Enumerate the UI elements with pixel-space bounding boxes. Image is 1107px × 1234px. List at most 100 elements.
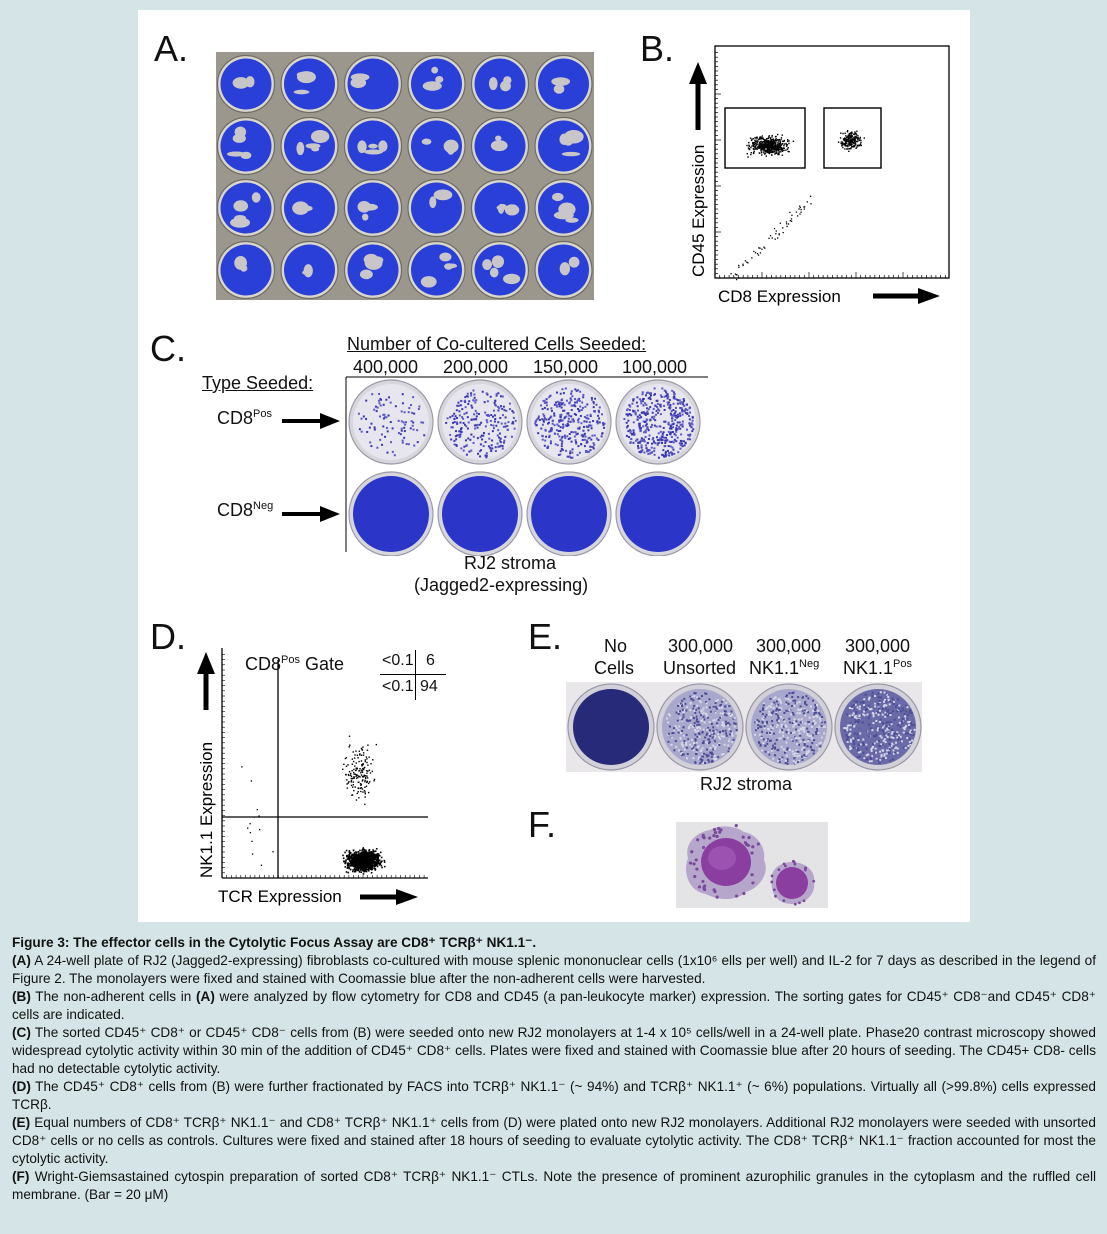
event-dot xyxy=(764,139,766,141)
event-dot xyxy=(350,780,353,782)
stain-speck xyxy=(791,732,794,735)
event-dot xyxy=(350,855,353,857)
event-dot xyxy=(344,851,346,854)
event-dot xyxy=(849,147,852,150)
event-dot xyxy=(860,141,862,144)
stain-speck xyxy=(878,701,881,704)
event-dot xyxy=(363,870,365,873)
stain-speck xyxy=(678,702,681,705)
event-dot xyxy=(844,132,846,134)
event-dot xyxy=(360,754,363,757)
stain-speck xyxy=(582,425,585,428)
event-dot xyxy=(360,864,363,867)
stain-speck xyxy=(664,455,667,458)
stain-speck xyxy=(727,724,730,727)
granule xyxy=(708,836,712,840)
stain-speck xyxy=(895,746,898,749)
event-dot xyxy=(358,770,360,772)
panel-c-header: Number of Co-cultered Cells Seeded: xyxy=(347,334,647,354)
stain-speck xyxy=(637,447,640,450)
event-dot xyxy=(359,776,361,778)
stain-speck xyxy=(453,443,456,446)
event-dot xyxy=(367,782,370,785)
stain-speck xyxy=(577,445,580,448)
stain-speck xyxy=(677,713,680,716)
stain-speck xyxy=(669,445,672,448)
event-dot xyxy=(853,144,856,147)
event-dot xyxy=(373,864,376,867)
event-dot xyxy=(850,147,852,149)
stain-speck xyxy=(492,427,495,430)
stain-speck xyxy=(475,412,478,415)
stain-speck xyxy=(774,742,777,745)
stain-speck xyxy=(653,393,656,396)
cleared-focus xyxy=(504,204,520,216)
panel-b-y-label: CD45 Expression xyxy=(689,145,708,277)
stain-speck xyxy=(701,755,704,758)
stain-speck xyxy=(848,706,851,709)
granule xyxy=(696,838,700,842)
stain-speck xyxy=(453,412,456,415)
stain-speck xyxy=(475,399,478,402)
stain-speck xyxy=(795,739,798,742)
stain-speck xyxy=(627,436,630,439)
stain-speck xyxy=(550,427,553,430)
stain-speck xyxy=(705,702,708,705)
stain-speck xyxy=(762,707,765,710)
stain-speck xyxy=(899,739,902,742)
stain-speck xyxy=(666,401,669,404)
stain-speck xyxy=(887,732,890,735)
stain-speck xyxy=(904,746,907,749)
stain-speck xyxy=(492,424,495,427)
event-dot xyxy=(751,257,753,259)
stain-speck xyxy=(653,453,656,456)
panel-d-x-label: TCR Expression xyxy=(218,887,342,906)
stain-speck xyxy=(674,406,677,409)
stain-speck xyxy=(694,692,697,695)
stain-speck xyxy=(888,703,891,706)
event-dot xyxy=(358,864,361,867)
stain-speck xyxy=(693,729,696,732)
stain-speck xyxy=(569,452,572,455)
stain-speck xyxy=(699,727,702,730)
stain-speck xyxy=(393,454,396,457)
stain-speck xyxy=(691,696,694,699)
event-dot xyxy=(361,748,363,751)
stain-speck xyxy=(463,412,466,415)
stain-speck xyxy=(808,721,811,724)
stain-speck xyxy=(595,437,598,440)
stain-speck xyxy=(695,718,698,721)
stain-speck xyxy=(789,721,792,724)
stain-speck xyxy=(672,423,675,426)
event-dot xyxy=(353,771,355,774)
event-dot xyxy=(789,211,791,214)
event-dot xyxy=(753,144,756,146)
stain-speck xyxy=(574,431,577,434)
stain-speck xyxy=(567,412,570,415)
stain-speck xyxy=(764,722,767,725)
stain-speck xyxy=(892,758,895,761)
stain-speck xyxy=(733,722,736,725)
panel-c-col-2: 200,000 xyxy=(443,357,509,377)
stain-speck xyxy=(897,707,900,710)
stain-speck xyxy=(713,719,716,722)
stain-speck xyxy=(629,405,632,408)
stain-speck xyxy=(467,437,470,440)
stain-speck xyxy=(494,418,497,421)
stain-speck xyxy=(674,397,677,400)
stain-speck xyxy=(772,710,775,713)
stain-speck xyxy=(546,408,549,411)
stain-speck xyxy=(571,451,574,454)
stain-speck xyxy=(667,395,670,398)
stain-speck xyxy=(689,411,692,414)
event-dot xyxy=(356,865,359,868)
stain-speck xyxy=(559,453,562,456)
stain-speck xyxy=(762,708,765,711)
stain-speck xyxy=(690,697,693,700)
stain-speck xyxy=(403,426,406,429)
stain-speck xyxy=(626,424,629,427)
stain-speck xyxy=(705,753,708,756)
stain-speck xyxy=(651,442,654,445)
event-dot xyxy=(749,137,752,139)
stain-speck xyxy=(888,746,891,749)
